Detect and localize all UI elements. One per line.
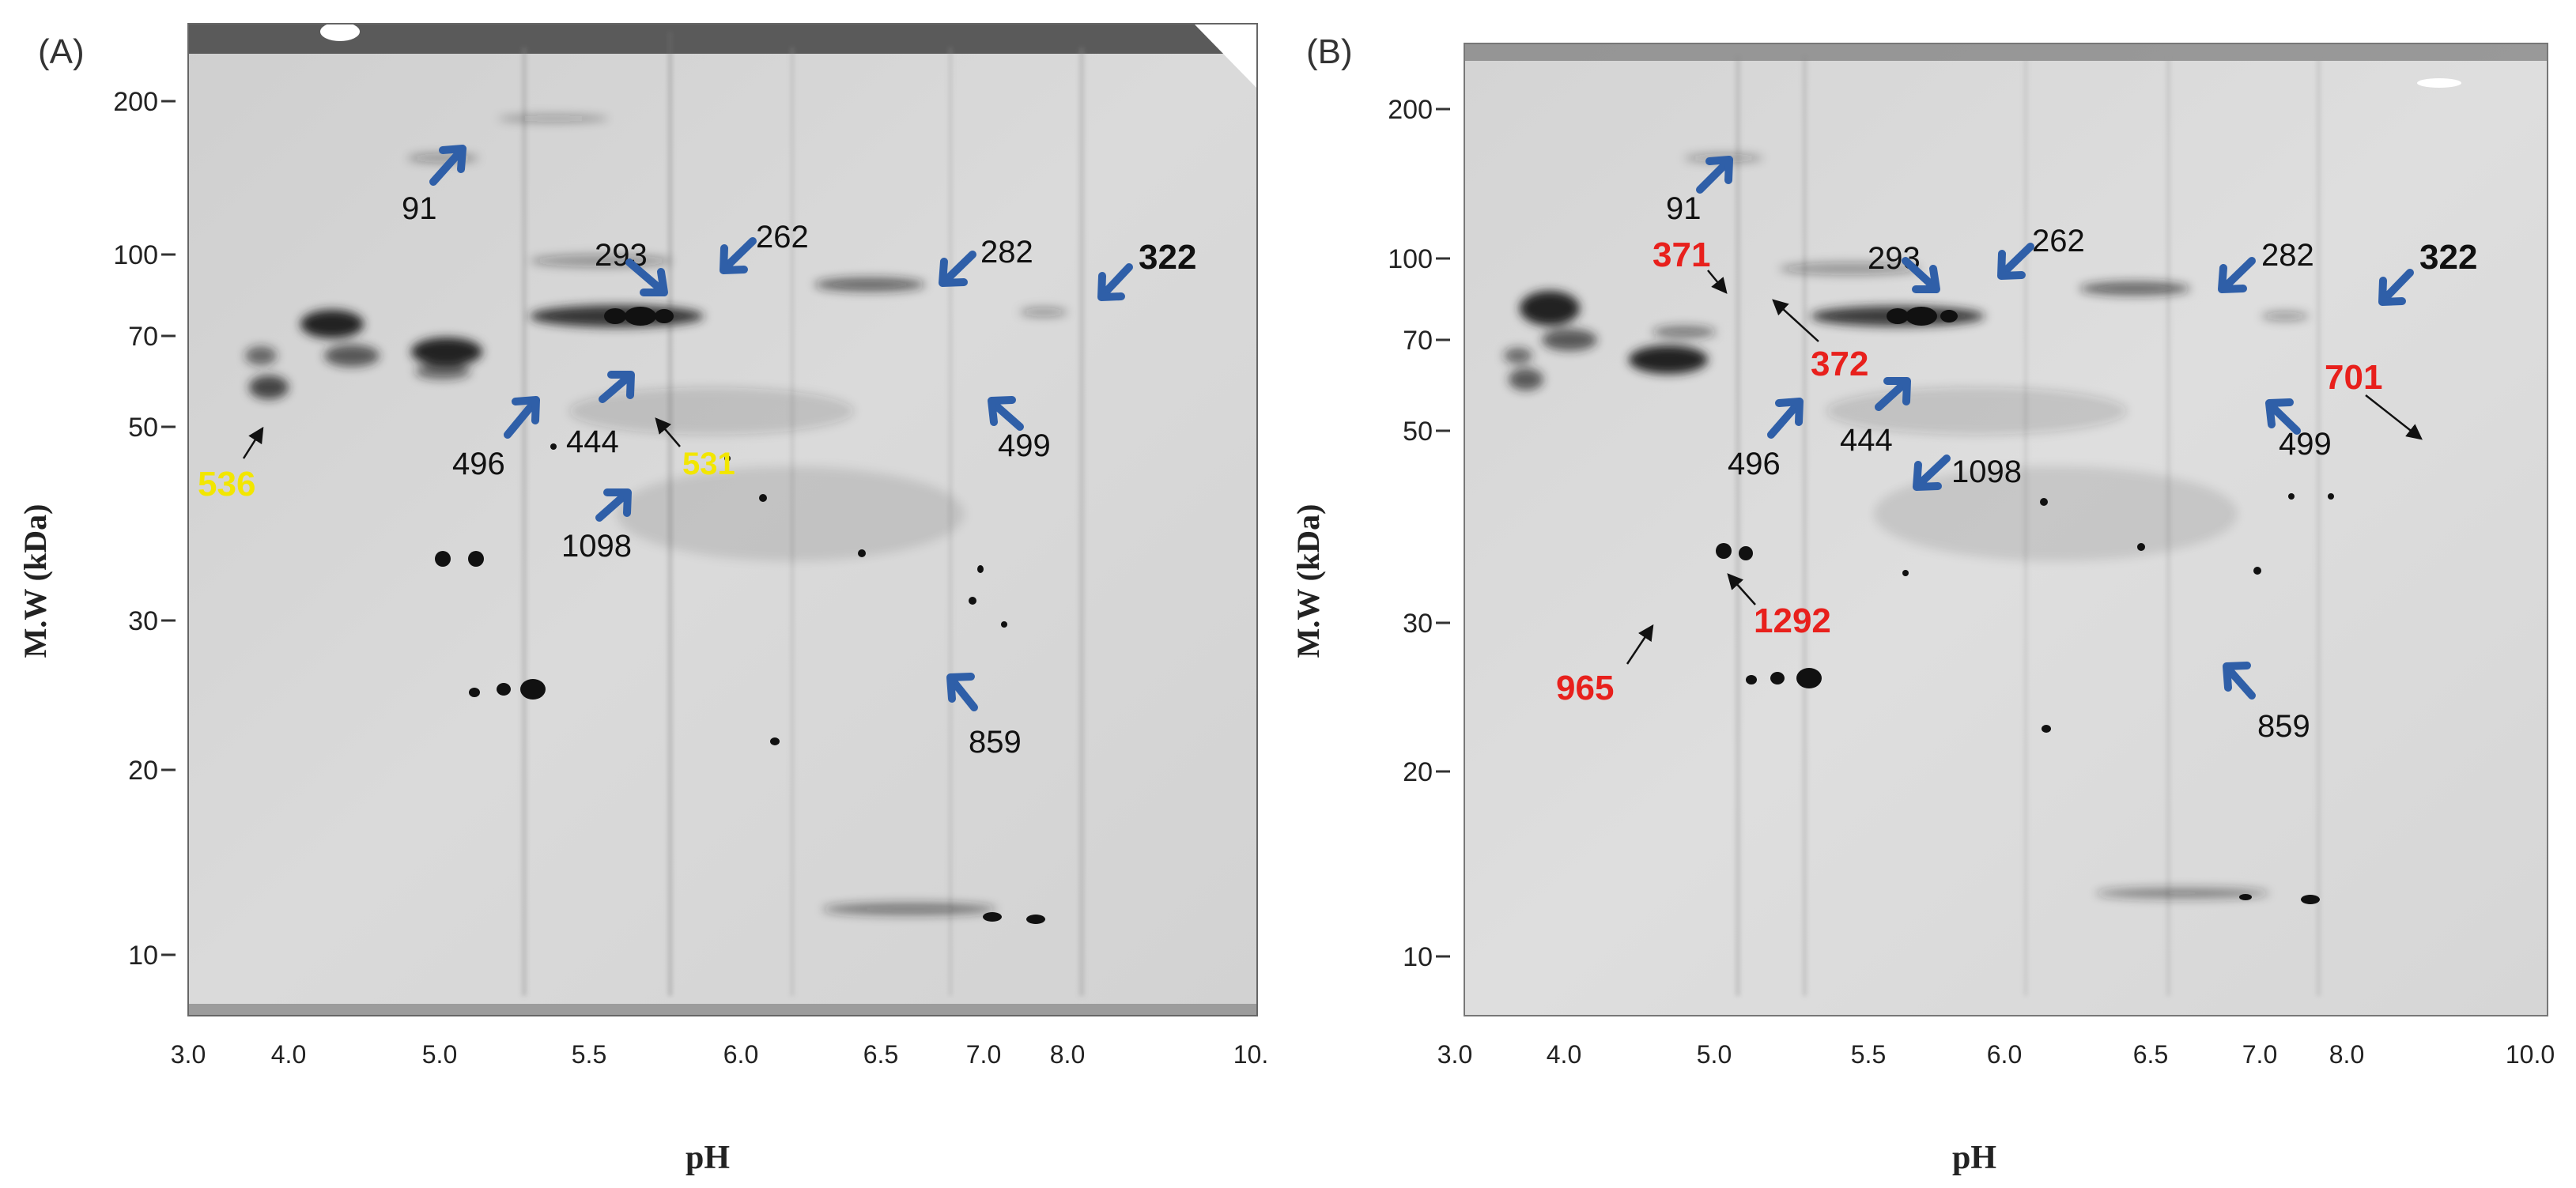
panel-b-mw-tick: 50: [1403, 417, 1433, 447]
panel-a-ph-tick: 5.5: [572, 1040, 606, 1069]
panel-b-ph-tick: 4.0: [1547, 1040, 1581, 1069]
blue-arrow-icon: [1097, 263, 1133, 301]
spot-label: 444: [1840, 423, 1893, 458]
blue-arrow-icon: [429, 145, 466, 186]
panel-a-ph-tick: 4.0: [271, 1040, 306, 1069]
panel-b-ph-tick: 5.0: [1697, 1040, 1732, 1069]
spot-label: 282: [2261, 238, 2314, 273]
panel-a-mw-tick: 100: [113, 240, 158, 270]
panel-a-ph-tick: 6.5: [863, 1040, 898, 1069]
panel-b-x-axis-label: pH: [1952, 1140, 1996, 1176]
panel-b-ph-tick: 6.5: [2133, 1040, 2168, 1069]
panel-b: (B): [1290, 32, 2555, 1176]
spot-label: 262: [756, 220, 809, 255]
panel-a-ph-tick: 10.: [1233, 1040, 1268, 1069]
panel-b-label: (B): [1306, 32, 1353, 71]
spot-label: 322: [1139, 238, 1196, 277]
panel-b-pointers: [1626, 270, 2423, 665]
panel-b-spot-labels: 91 371 293 262 282 322 372 701 496 444 4…: [1556, 191, 2477, 744]
panel-b-ph-tick: 7.0: [2242, 1040, 2277, 1069]
panel-b-ph-tick: 5.5: [1851, 1040, 1886, 1069]
spot-label: 496: [452, 447, 505, 481]
panel-b-arrows: [1696, 156, 2414, 700]
panel-a-x-axis-label: pH: [686, 1140, 730, 1176]
spot-label: 965: [1556, 669, 1614, 707]
blue-arrow-icon: [939, 251, 976, 287]
spot-label: 91: [402, 191, 437, 226]
spot-label: 701: [2325, 358, 2382, 397]
panel-a-x-axis: 3.0 4.0 5.0 5.5 6.0 6.5 7.0 8.0 10. pH: [171, 1040, 1268, 1176]
blue-arrow-icon: [2223, 662, 2256, 700]
panel-a-mw-tick: 10: [128, 941, 158, 971]
panel-a-gel-image: [187, 22, 1258, 1016]
panel-a-ph-tick: 5.0: [422, 1040, 457, 1069]
panel-a-mw-tick: 200: [113, 87, 158, 117]
panel-a-ph-tick: 8.0: [1050, 1040, 1085, 1069]
blue-arrow-icon: [720, 237, 757, 274]
panel-b-ph-tick: 8.0: [2329, 1040, 2364, 1069]
spot-label: 1098: [561, 529, 632, 564]
spot-label: 499: [2279, 427, 2332, 462]
blue-arrow-icon: [1913, 454, 1951, 491]
spot-label: 262: [2032, 224, 2085, 258]
blue-arrow-icon: [625, 258, 668, 296]
panel-a-mw-tick: 50: [128, 413, 158, 443]
spot-label: 371: [1652, 236, 1710, 274]
panel-b-gel-image: [1464, 43, 2548, 1016]
panel-b-mw-tick: 70: [1403, 326, 1433, 356]
panel-a-mw-tick: 20: [128, 756, 158, 786]
blue-arrow-icon: [988, 396, 1024, 431]
panel-a-y-axis: 200 100 70 50 30 20 10 M.W (kDa): [17, 87, 176, 971]
panel-a-mw-tick: 70: [128, 322, 158, 352]
spot-label: 91: [1666, 191, 1702, 226]
panel-b-mw-tick: 200: [1388, 95, 1433, 125]
spot-label: 444: [566, 424, 619, 459]
blue-arrow-icon: [946, 673, 978, 711]
spot-label: 282: [980, 235, 1033, 270]
blue-arrow-icon: [1696, 156, 1733, 194]
spot-label: 322: [2419, 238, 2477, 277]
panel-a-y-axis-label: M.W (kDa): [17, 504, 53, 658]
panel-a-arrows: [429, 145, 1133, 711]
panel-b-ph-tick: 3.0: [1437, 1040, 1472, 1069]
panel-a-ph-tick: 3.0: [171, 1040, 206, 1069]
panel-b-y-axis-label: M.W (kDa): [1290, 504, 1326, 658]
spot-label: 372: [1811, 345, 1868, 383]
spot-label: 496: [1728, 447, 1781, 481]
panel-b-mw-tick: 30: [1403, 609, 1433, 639]
blue-arrow-icon: [1875, 377, 1911, 411]
blue-arrow-icon: [2218, 257, 2256, 293]
panel-a-ph-tick: 7.0: [966, 1040, 1001, 1069]
blue-arrow-icon: [1902, 257, 1940, 293]
spot-label: 1292: [1754, 602, 1831, 640]
panel-b-x-axis: 3.0 4.0 5.0 5.5 6.0 6.5 7.0 8.0 10.0 pH: [1437, 1040, 2555, 1176]
blue-arrow-icon: [2378, 269, 2414, 306]
blue-arrow-icon: [2265, 398, 2301, 435]
spot-label: 1098: [1951, 454, 2022, 489]
blue-arrow-icon: [1767, 398, 1804, 439]
spot-label: 531: [682, 447, 735, 481]
panel-a-spot-labels: 91 293 262 282 322 496 444 531 499 536 1…: [198, 191, 1196, 760]
spot-label: 859: [2257, 709, 2310, 744]
panel-a-pointers: [242, 417, 681, 459]
blue-arrow-icon: [595, 488, 632, 522]
blue-arrow-icon: [1997, 243, 2034, 280]
panel-a: (A): [17, 22, 1268, 1176]
spot-label: 859: [969, 725, 1022, 760]
panel-b-mw-tick: 10: [1403, 942, 1433, 972]
panel-b-mw-tick: 20: [1403, 757, 1433, 787]
panel-b-y-axis: 200 100 70 50 30 20 10 M.W (kDa): [1290, 95, 1450, 972]
spot-label: 536: [198, 465, 255, 503]
panel-b-mw-tick: 100: [1388, 244, 1433, 274]
spot-label: 499: [998, 428, 1051, 463]
panel-a-mw-tick: 30: [128, 606, 158, 636]
panel-b-ph-tick: 10.0: [2506, 1040, 2555, 1069]
blue-arrow-icon: [504, 396, 540, 439]
blue-arrow-icon: [599, 371, 635, 403]
panel-a-ph-tick: 6.0: [723, 1040, 758, 1069]
panel-b-ph-tick: 6.0: [1987, 1040, 2022, 1069]
panel-a-label: (A): [38, 32, 85, 71]
